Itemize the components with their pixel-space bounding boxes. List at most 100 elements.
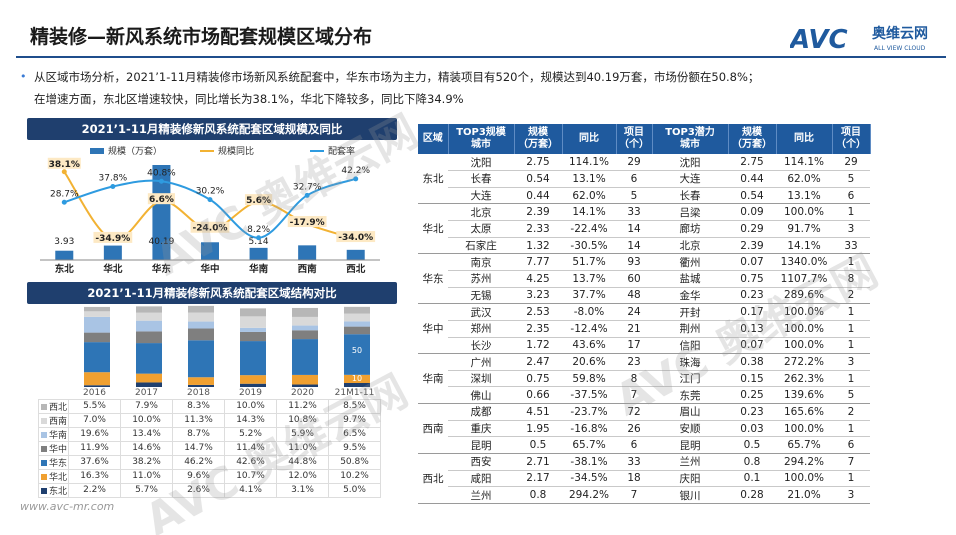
table-cell: 0.66 — [514, 386, 562, 405]
table-cell: 3.1% — [276, 482, 329, 498]
stack-seg-华南 — [344, 321, 370, 327]
region-structure-chart: 50 10 — [84, 305, 370, 387]
table-row: 长春 0.54 13.1% 6 大连 0.44 62.0% 5 — [418, 170, 870, 188]
yoy-label-bg — [190, 221, 230, 233]
table-cell: 2.47 — [514, 353, 562, 371]
table-cell: 2.71 — [514, 453, 562, 471]
table-cell: 庆阳 — [652, 470, 728, 488]
table-row: 西北 5.5% 7.9% 8.3% 10.0% 11.2% 8.5% — [38, 398, 381, 414]
table-cell: 139.6% — [776, 386, 832, 405]
stack-seg-华东 — [344, 334, 370, 375]
table-cell: -22.4% — [562, 220, 616, 238]
yoy-label-text: -17.9% — [290, 218, 325, 228]
table-cell: 6 — [832, 187, 870, 205]
table-cell: 1 — [832, 337, 870, 355]
stack-seg-华北 — [84, 372, 110, 386]
table-cell: 2.75 — [728, 154, 776, 172]
table-header-row: 区域 TOP3规模 城市 规模 （万套） 同比 项目 （个） TOP3潜力 城市 规模 （万套） 同比项… — [418, 124, 871, 154]
rate-point — [353, 176, 359, 182]
table-row: 重庆 1.95 -16.8% 26 安顺 0.03 100.0% 1 — [418, 420, 870, 438]
table-cell: 11.3% — [172, 412, 225, 428]
region-cell: 西北 — [418, 453, 448, 504]
legend-swatch — [41, 418, 47, 425]
table-row: 华北 16.3% 11.0% 9.6% 10.7% 12.0% 10.2% — [38, 468, 381, 484]
yoy-label-text: 38.1% — [49, 160, 80, 170]
table-cell: 2.39 — [728, 237, 776, 255]
table-cell: 0.07 — [728, 337, 776, 355]
chart1-title: 2021’1-11月精装修新风系统配套区域规模及同比 — [27, 118, 397, 140]
table-cell: 西安 — [448, 453, 514, 471]
table-cell: 26 — [616, 420, 652, 438]
table-cell: 100.0% — [776, 203, 832, 222]
row-label: 华南 — [38, 426, 69, 442]
bar-value-label: 5.14 — [249, 237, 269, 247]
table-cell: 8.3% — [172, 398, 225, 414]
table-cell: 苏州 — [448, 270, 514, 288]
table-row: 兰州 0.8 294.2% 7 银川 0.28 21.0% 3 — [418, 486, 870, 504]
row-label-text: 华南 — [49, 430, 68, 441]
category-label: 华中 — [200, 263, 219, 275]
table-row: 华东 37.6% 38.2% 46.2% 42.6% 44.8% 50.8% — [38, 454, 381, 470]
table-cell: 262.3% — [776, 370, 832, 388]
table-cell: 金华 — [652, 287, 728, 305]
table-cell: 沈阳 — [448, 154, 514, 172]
table-cell: 11.0% — [120, 468, 173, 484]
yoy-label-text: 5.6% — [246, 196, 271, 206]
rate-label: 8.2% — [247, 225, 270, 235]
table-cell: 0.54 — [514, 170, 562, 188]
category-label: 西南 — [298, 263, 318, 275]
table-cell: 6 — [832, 436, 870, 455]
table-row: 华中 11.9% 14.6% 14.7% 11.4% 11.0% 9.5% — [38, 440, 381, 456]
table-cell: 272.2% — [776, 353, 832, 371]
table-cell: 10.2% — [328, 468, 381, 484]
table-cell: 7.0% — [68, 412, 121, 428]
category-label: 华东 — [152, 263, 172, 275]
table-cell: 10.0% — [224, 398, 277, 414]
stack-seg-西北 — [344, 306, 370, 314]
table-row: 无锡 3.23 37.7% 48 金华 0.23 289.6% 2 — [418, 287, 870, 305]
table-cell: 1 — [832, 470, 870, 488]
yoy-label-bg — [93, 231, 133, 243]
stack-seg-华北 — [188, 377, 214, 385]
table-cell: 0.15 — [728, 370, 776, 388]
table-cell: 8.7% — [172, 426, 225, 442]
table-cell: 13.4% — [120, 426, 173, 442]
yoy-label-text: -24.0% — [193, 224, 228, 234]
rate-point — [304, 192, 310, 198]
table-cell: 20.6% — [562, 353, 616, 371]
year-header-row: 2016 2017 2018 2019 2020 21M1-11 — [39, 387, 381, 399]
stack-seg-西北 — [188, 305, 214, 313]
table-cell: 深圳 — [448, 370, 514, 388]
table-cell: 1 — [832, 320, 870, 338]
table-cell: 65.7% — [562, 436, 616, 455]
year-label: 2019 — [239, 387, 262, 398]
stack-seg-西北 — [292, 307, 318, 317]
table-cell: 广州 — [448, 353, 514, 371]
table-cell: 46.2% — [172, 454, 225, 470]
logo-cn: 奥维云网 — [872, 25, 928, 42]
column-header: 规模 （万套） — [728, 124, 777, 154]
structure-data-table: 2016 2017 2018 2019 2020 21M1-11 西北 5.5% 7.9% 8.3… — [38, 387, 381, 498]
table-cell: 2.17 — [514, 470, 562, 488]
table-cell: 294.2% — [776, 453, 832, 471]
table-row: 大连 0.44 62.0% 5 长春 0.54 13.1% 6 — [418, 187, 870, 205]
table-row: 华中 武汉 2.53 -8.0% 24 开封 0.17 100.0% 1 — [418, 303, 870, 355]
table-cell: 289.6% — [776, 287, 832, 305]
legend-swatch — [41, 404, 47, 411]
table-cell: 3 — [832, 486, 870, 504]
table-cell: 3 — [832, 353, 870, 371]
table-cell: 0.8 — [514, 486, 562, 504]
legend-swatch — [41, 432, 47, 439]
row-label: 西北 — [38, 398, 69, 414]
table-cell: 兰州 — [652, 453, 728, 471]
table-cell: 沈阳 — [652, 154, 728, 172]
table-cell: -30.5% — [562, 237, 616, 255]
table-cell: 珠海 — [652, 353, 728, 371]
table-cell: 5 — [832, 170, 870, 188]
rate-point — [61, 199, 67, 205]
bullet-icon: • — [20, 70, 27, 83]
table-cell: 37.7% — [562, 287, 616, 305]
table-cell: 5.7% — [120, 482, 173, 498]
table-cell: 14 — [616, 220, 652, 238]
year-label: 21M1-11 — [334, 387, 375, 398]
